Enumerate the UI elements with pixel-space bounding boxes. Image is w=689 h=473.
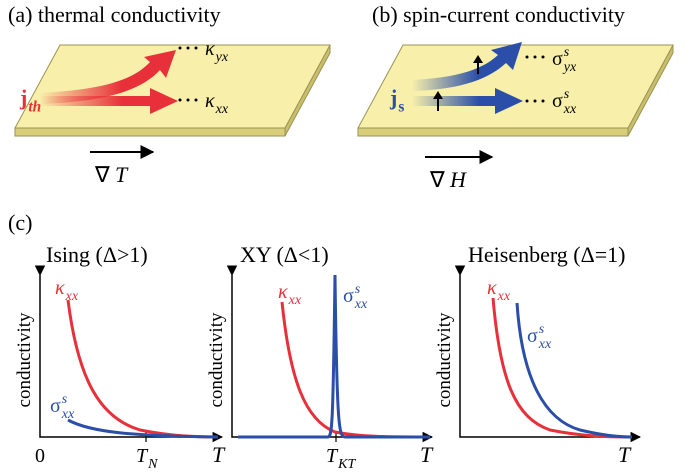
plot-title: Heisenberg (Δ=1): [468, 242, 626, 267]
superscript: s: [564, 87, 570, 102]
superscript: s: [539, 322, 545, 337]
spin-arrows: [433, 55, 483, 111]
leader-dots-a: [178, 46, 198, 102]
curve-label: σ: [527, 325, 538, 347]
gradient-symbol: ∇: [94, 162, 110, 187]
gradient-symbol: ∇: [429, 167, 445, 192]
current-symbol: j: [19, 85, 27, 110]
y-axis-label: conductivity: [434, 312, 455, 407]
y-axis-label: conductivity: [14, 312, 35, 407]
subscript: yx: [562, 60, 577, 75]
transition-label: T: [136, 445, 149, 467]
gradient-variable: T: [115, 162, 129, 187]
arrows-a: [40, 50, 178, 114]
symbol: κ: [205, 38, 215, 60]
superscript: s: [355, 282, 361, 297]
x-axis-label: T: [212, 442, 226, 467]
symbol: σ: [552, 48, 563, 70]
subscript: s: [398, 99, 404, 116]
panel-label: (c): [8, 210, 32, 235]
current-symbol: j: [389, 85, 397, 110]
subscript: N: [147, 457, 158, 472]
symbol: σ: [552, 90, 563, 112]
subscript: xx: [65, 289, 79, 304]
gradient-variable: H: [449, 167, 467, 192]
curve-label: κ: [487, 277, 497, 299]
subscript: yx: [214, 50, 229, 65]
leader-dots-b: [525, 55, 545, 103]
curve-label: σ: [343, 285, 354, 307]
subscript: xx: [563, 102, 577, 117]
subscript: xx: [497, 289, 511, 304]
curves: [66, 274, 633, 439]
superscript: s: [564, 45, 570, 60]
plate-a: [14, 44, 331, 137]
subscript: xx: [288, 293, 302, 308]
panel-title: (a) thermal conductivity: [8, 2, 221, 27]
curve-label: κ: [55, 277, 65, 299]
curve-label: κ: [278, 281, 288, 303]
arrows-b: [412, 42, 523, 114]
superscript: s: [62, 392, 68, 407]
subscript: xx: [538, 337, 552, 352]
y-axis-label: conductivity: [206, 312, 227, 407]
plot-title: XY (Δ<1): [240, 242, 329, 267]
symbol: κ: [205, 90, 215, 112]
plot-title: Ising (Δ>1): [46, 242, 148, 267]
panel-title: (b) spin-current conductivity: [372, 2, 625, 27]
subscript: xx: [354, 297, 368, 312]
subscript: xx: [61, 407, 75, 422]
subscript: xx: [215, 102, 229, 117]
subscript: KT: [337, 457, 356, 472]
transition-label: T: [326, 445, 339, 467]
plate-b: [357, 44, 674, 137]
curve-label: σ: [50, 395, 61, 417]
origin-label: 0: [35, 445, 45, 467]
x-axis-label: T: [618, 442, 632, 467]
subscript: th: [28, 99, 41, 116]
x-axis-label: T: [420, 442, 434, 467]
